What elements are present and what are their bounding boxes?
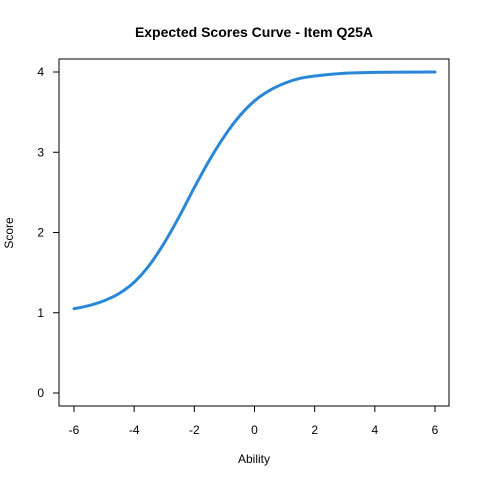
x-axis-label: Ability [238, 452, 270, 466]
x-tick-label-0: -6 [69, 423, 80, 437]
x-tick-label-5: 4 [371, 423, 378, 437]
expected-score-curve-0 [72, 70, 437, 311]
x-tick-label-3: 0 [251, 423, 258, 437]
y-tick-label-2: 2 [37, 226, 44, 240]
x-tick-label-6: 6 [432, 423, 439, 437]
x-tick-label-1: -4 [129, 423, 140, 437]
y-tick-label-4: 4 [37, 65, 44, 79]
x-tick-label-2: -2 [189, 423, 200, 437]
plot-frame [58, 58, 450, 407]
y-tick-label-0: 0 [37, 386, 44, 400]
y-tick-label-1: 1 [37, 306, 44, 320]
chart-title: Expected Scores Curve - Item Q25A [135, 24, 373, 40]
series-layer [72, 70, 437, 311]
y-axis: 0 1 2 3 4 [37, 65, 59, 400]
x-axis: -6 -4 -2 0 2 4 6 [69, 406, 439, 437]
x-tick-label-4: 2 [311, 423, 318, 437]
y-axis-label: Score [2, 217, 16, 249]
y-tick-label-3: 3 [37, 145, 44, 159]
